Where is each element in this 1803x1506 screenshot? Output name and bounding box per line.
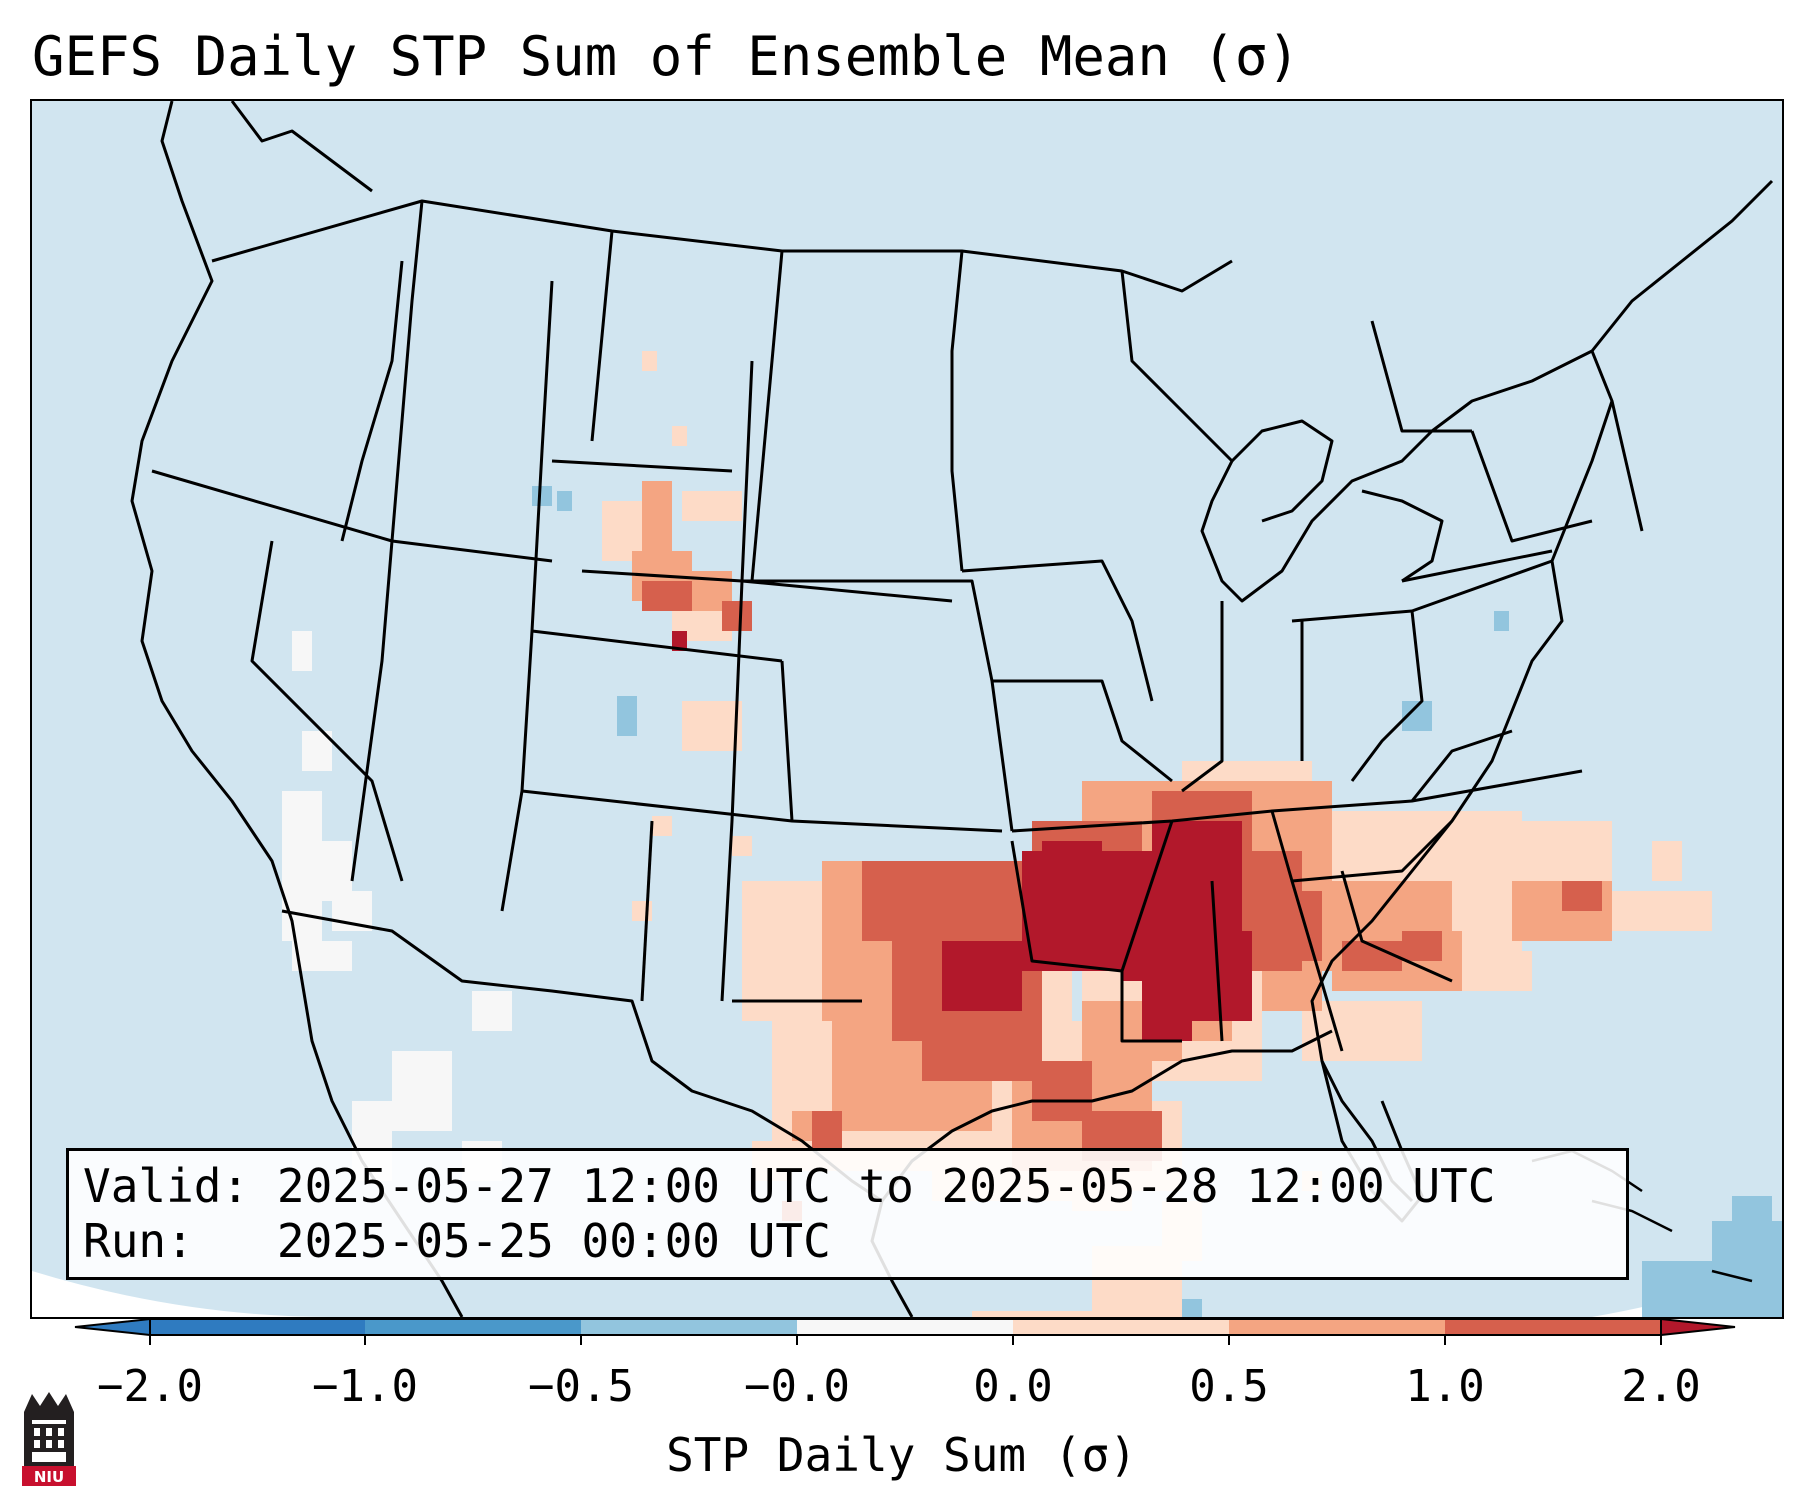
- stp-above-2: [672, 631, 1252, 1041]
- colorbar-tick-label: −0.5: [528, 1361, 634, 1412]
- colorbar: [74, 1317, 1736, 1345]
- colorbar-tick-label: 2.0: [1621, 1361, 1701, 1412]
- chart-title: GEFS Daily STP Sum of Ensemble Mean (σ): [32, 25, 1300, 88]
- colorbar-tick-label: −2.0: [97, 1361, 203, 1412]
- colorbar-tick-label: 1.0: [1405, 1361, 1485, 1412]
- run-line: Run: 2025-05-25 00:00 UTC: [83, 1214, 1612, 1269]
- colorbar-seg-3: [797, 1319, 1013, 1335]
- niu-logo: NIU: [22, 1392, 76, 1486]
- projection-edge: [32, 1271, 332, 1317]
- colorbar-seg-1: [365, 1319, 581, 1335]
- colorbar-tick-label: 0.5: [1189, 1361, 1269, 1412]
- valid-line: Valid: 2025-05-27 12:00 UTC to 2025-05-2…: [83, 1159, 1612, 1214]
- run-label: Run:: [83, 1214, 194, 1268]
- logo-text: NIU: [34, 1468, 64, 1486]
- colorbar-tick-label: −1.0: [312, 1361, 418, 1412]
- colorbar-label: STP Daily Sum (σ): [666, 1428, 1137, 1482]
- valid-label: Valid:: [83, 1159, 250, 1213]
- colorbar-tick-label: −0.0: [744, 1361, 850, 1412]
- colorbar-high-extend: [1660, 1317, 1736, 1337]
- colorbar-seg-5: [1229, 1319, 1445, 1335]
- colorbar-seg-6: [1445, 1319, 1661, 1335]
- colorbar-seg-4: [1013, 1319, 1229, 1335]
- colorbar-seg-0: [150, 1319, 365, 1335]
- map-panel: [30, 99, 1784, 1319]
- colorbar-seg-2: [581, 1319, 797, 1335]
- run-value: 2025-05-25 00:00 UTC: [276, 1214, 831, 1268]
- colorbar-tick-label: 0.0: [973, 1361, 1053, 1412]
- valid-value: 2025-05-27 12:00 UTC to 2025-05-28 12:00…: [276, 1159, 1496, 1213]
- valid-run-info-box: Valid: 2025-05-27 12:00 UTC to 2025-05-2…: [66, 1148, 1629, 1280]
- colorbar-low-extend: [74, 1317, 151, 1337]
- negative-patches: [532, 486, 1782, 1317]
